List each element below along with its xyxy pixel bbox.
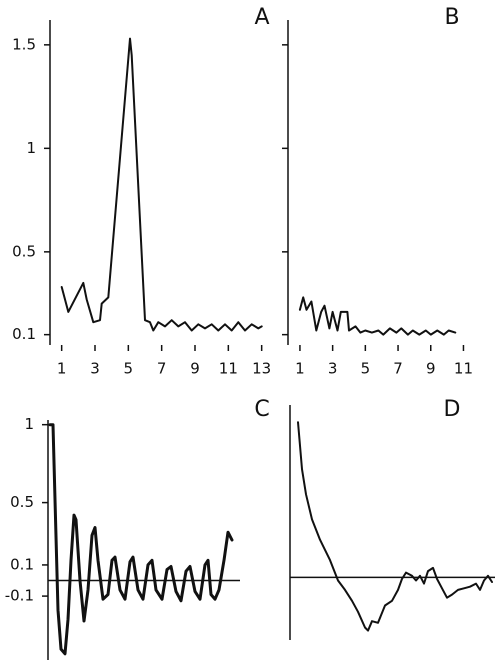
x-tick-label: 9	[426, 360, 436, 378]
x-tick-label: 13	[252, 360, 271, 378]
data-line	[298, 296, 457, 336]
x-tick-label: 1	[295, 360, 305, 378]
y-tick-label: 0.5	[10, 493, 34, 511]
panel-label: D	[444, 397, 461, 422]
data-line	[60, 37, 263, 332]
x-tick-label: 9	[190, 360, 200, 378]
x-tick-label: 5	[361, 360, 371, 378]
y-tick-label: 0.1	[12, 325, 36, 343]
y-tick-label: 1	[26, 139, 36, 157]
panel-label: A	[254, 5, 269, 30]
x-tick-label: 11	[219, 360, 238, 378]
y-tick-label: 0.5	[12, 242, 36, 260]
panel-label: C	[254, 397, 269, 422]
x-tick-label: 7	[393, 360, 403, 378]
data-line	[297, 421, 493, 632]
panel-label: B	[444, 5, 459, 30]
x-tick-label: 11	[454, 360, 473, 378]
y-tick-label: 0.1	[10, 555, 34, 573]
y-tick-label: -0.1	[5, 587, 34, 605]
x-tick-label: 7	[157, 360, 167, 378]
data-line	[48, 423, 234, 656]
x-tick-label: 1	[57, 360, 67, 378]
y-tick-label: 1.5	[12, 35, 36, 53]
x-tick-label: 5	[124, 360, 134, 378]
x-tick-label: 3	[90, 360, 100, 378]
y-tick-label: 1	[24, 415, 34, 433]
x-tick-label: 3	[328, 360, 338, 378]
